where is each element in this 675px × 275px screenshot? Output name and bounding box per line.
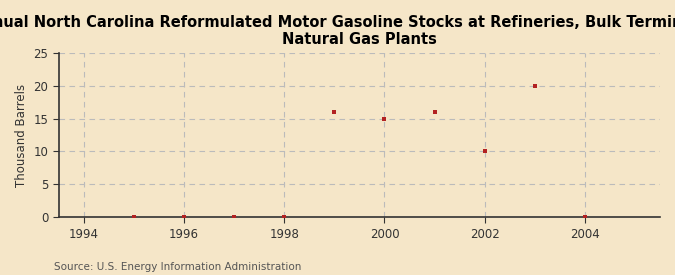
Point	[329, 110, 340, 114]
Text: Source: U.S. Energy Information Administration: Source: U.S. Energy Information Administ…	[54, 262, 301, 272]
Y-axis label: Thousand Barrels: Thousand Barrels	[15, 84, 28, 187]
Point	[179, 215, 190, 219]
Point	[429, 110, 440, 114]
Point	[129, 215, 140, 219]
Title: Annual North Carolina Reformulated Motor Gasoline Stocks at Refineries, Bulk Ter: Annual North Carolina Reformulated Motor…	[0, 15, 675, 47]
Point	[229, 215, 240, 219]
Point	[479, 149, 490, 154]
Point	[529, 83, 540, 88]
Point	[279, 215, 290, 219]
Point	[579, 215, 590, 219]
Point	[379, 116, 390, 121]
